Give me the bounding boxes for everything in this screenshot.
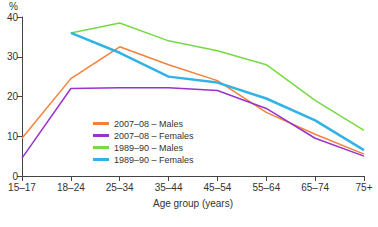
svg-text:1989–90 – Females: 1989–90 – Females xyxy=(114,155,194,165)
svg-text:18–24: 18–24 xyxy=(57,182,85,193)
svg-text:25–34: 25–34 xyxy=(106,182,134,193)
svg-text:2007–08 – Males: 2007–08 – Males xyxy=(114,119,184,129)
svg-text:30: 30 xyxy=(7,51,19,62)
svg-text:0: 0 xyxy=(12,171,18,182)
svg-text:40: 40 xyxy=(7,12,19,23)
svg-text:10: 10 xyxy=(7,131,19,142)
svg-text:75+: 75+ xyxy=(356,182,373,193)
svg-text:55–64: 55–64 xyxy=(252,182,280,193)
svg-text:20: 20 xyxy=(7,91,19,102)
svg-text:45–54: 45–54 xyxy=(204,182,232,193)
svg-text:2007–08 – Females: 2007–08 – Females xyxy=(114,131,194,141)
svg-text:15–17: 15–17 xyxy=(8,182,36,193)
svg-text:35–44: 35–44 xyxy=(155,182,183,193)
svg-text:%: % xyxy=(9,1,18,12)
svg-text:1989–90 – Males: 1989–90 – Males xyxy=(114,143,184,153)
svg-text:Age group (years): Age group (years) xyxy=(153,198,233,209)
svg-text:65–74: 65–74 xyxy=(301,182,329,193)
